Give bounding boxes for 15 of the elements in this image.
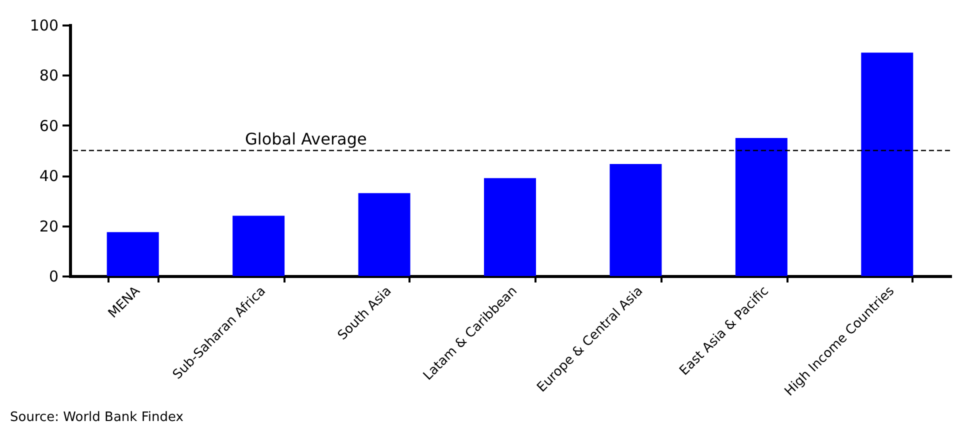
bar <box>484 178 536 276</box>
y-tick-label: 80 <box>39 66 58 85</box>
bar <box>610 164 662 276</box>
y-tick-label: 0 <box>48 268 58 286</box>
ref-line-label: Global Average <box>245 130 367 148</box>
y-tick-label: 100 <box>30 16 58 34</box>
y-tick-label: 20 <box>39 217 58 236</box>
bar <box>861 52 914 276</box>
source-note: Source: World Bank Findex <box>10 410 184 425</box>
bar <box>735 138 788 276</box>
y-tick-label: 40 <box>39 167 58 186</box>
y-tick-label: 60 <box>39 116 58 135</box>
bar <box>358 193 410 276</box>
bar <box>106 232 159 276</box>
bar <box>232 216 285 276</box>
